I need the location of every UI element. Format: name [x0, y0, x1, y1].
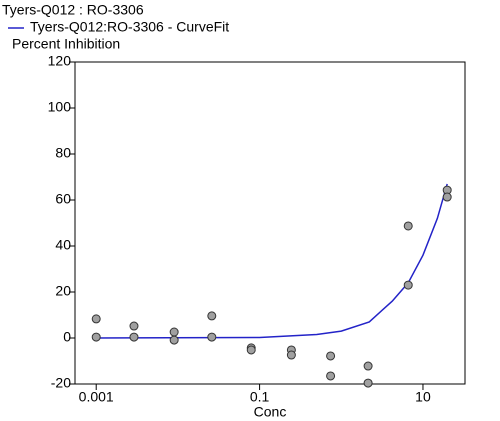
legend-label: Tyers-Q012:RO-3306 - CurveFit [30, 19, 229, 35]
data-point [363, 378, 373, 388]
data-point [246, 345, 256, 355]
data-point [326, 371, 336, 381]
chart-title: Tyers-Q012 : RO-3306 [2, 2, 144, 18]
y-tick-label: -20 [51, 375, 71, 391]
plot-frame [74, 61, 466, 385]
data-point [91, 332, 101, 342]
data-point [326, 351, 336, 361]
data-point [442, 192, 452, 202]
data-point [403, 221, 413, 231]
y-tick-label: 80 [55, 145, 71, 161]
data-point [169, 335, 179, 345]
y-tick-label: 20 [55, 283, 71, 299]
data-point [207, 332, 217, 342]
x-tick-label: 10 [415, 389, 431, 405]
y-tick-label: 120 [48, 53, 72, 69]
x-axis-label: Conc [254, 404, 287, 420]
data-point [403, 280, 413, 290]
x-tick-label: 0.1 [250, 389, 270, 405]
y-tick-label: 60 [55, 191, 71, 207]
data-point [91, 314, 101, 324]
data-point [169, 327, 179, 337]
y-axis-label: Percent Inhibition [12, 36, 120, 52]
data-point [207, 311, 217, 321]
x-tick-label: 0.001 [79, 389, 114, 405]
y-tick-label: 100 [48, 99, 72, 115]
data-point [363, 361, 373, 371]
y-tick-label: 0 [63, 329, 71, 345]
fit-curve [96, 183, 448, 339]
data-point [286, 350, 296, 360]
data-point [129, 332, 139, 342]
y-tick-label: 40 [55, 237, 71, 253]
data-point [129, 321, 139, 331]
